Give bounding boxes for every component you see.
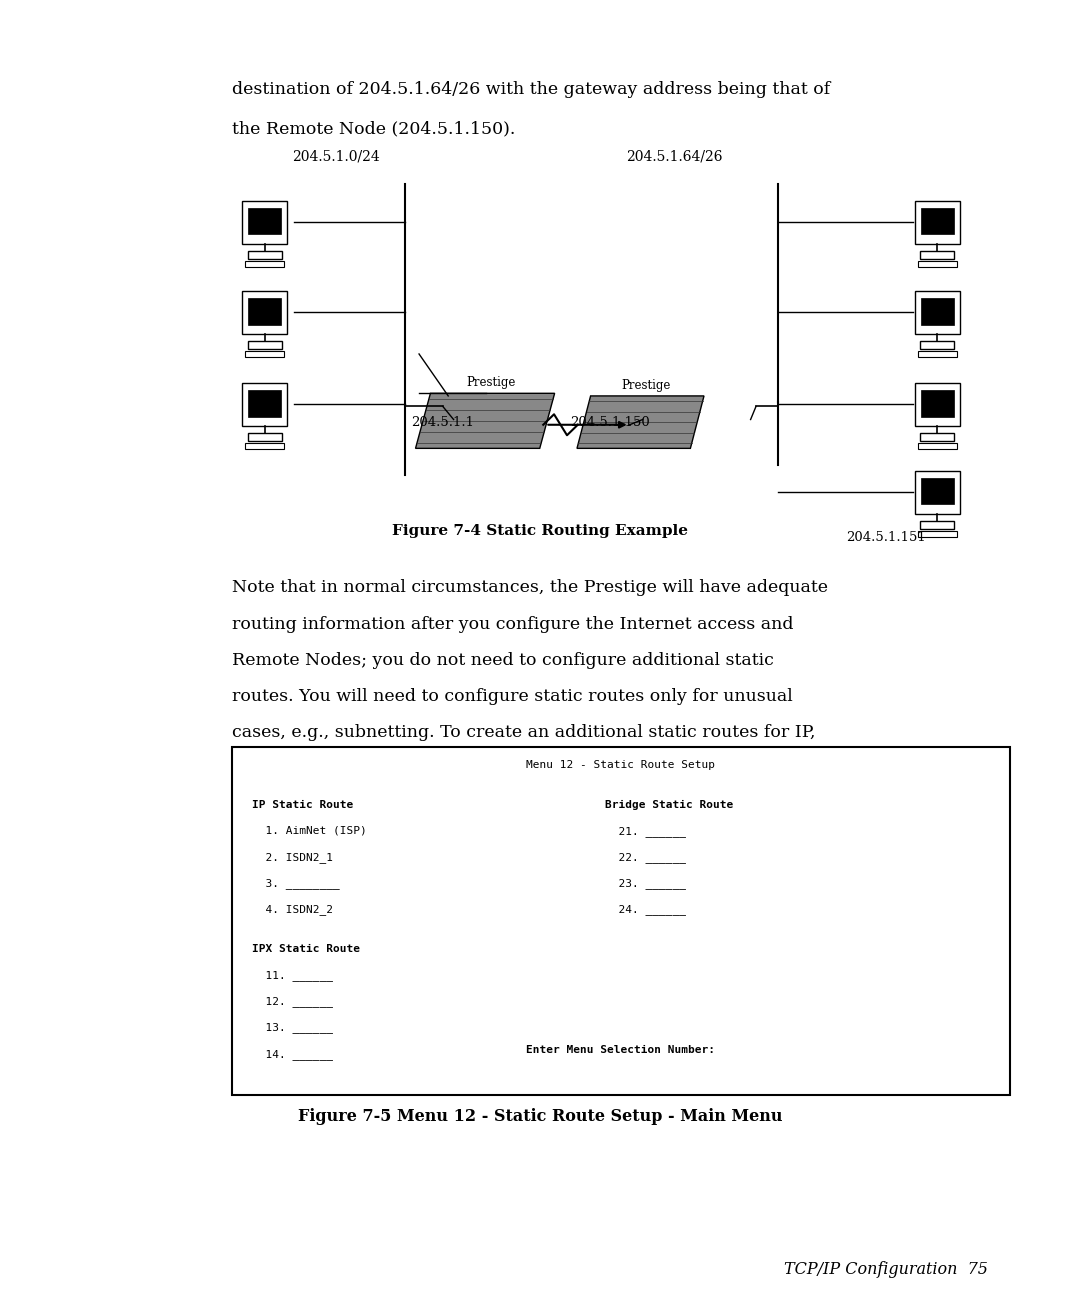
- Text: 4. ISDN2_2: 4. ISDN2_2: [252, 905, 333, 915]
- Bar: [247, 250, 282, 258]
- Text: Figure 7-5 Menu 12 - Static Route Setup - Main Menu: Figure 7-5 Menu 12 - Static Route Setup …: [298, 1108, 782, 1125]
- Bar: [242, 201, 287, 244]
- Bar: [248, 207, 281, 235]
- Text: routes. You will need to configure static routes only for unusual: routes. You will need to configure stati…: [232, 687, 793, 704]
- Bar: [918, 531, 957, 536]
- Text: Bridge Static Route: Bridge Static Route: [606, 800, 733, 810]
- Text: IP Static Route: IP Static Route: [252, 800, 353, 810]
- Text: Figure 7-4 Static Routing Example: Figure 7-4 Static Routing Example: [392, 524, 688, 539]
- Text: 204.5.1.1: 204.5.1.1: [411, 416, 474, 429]
- Text: 204.5.1.64/26: 204.5.1.64/26: [626, 149, 723, 164]
- Bar: [915, 471, 960, 514]
- Text: cases, e.g., subnetting. To create an additional static routes for IP,: cases, e.g., subnetting. To create an ad…: [232, 724, 815, 741]
- Bar: [921, 207, 954, 235]
- Text: 12. ______: 12. ______: [252, 996, 333, 1007]
- Text: 3. ________: 3. ________: [252, 878, 339, 889]
- Text: Menu 12 - Static Route Setup: Menu 12 - Static Route Setup: [527, 760, 715, 771]
- Bar: [915, 291, 960, 334]
- Text: 13. ______: 13. ______: [252, 1023, 333, 1033]
- Bar: [247, 341, 282, 349]
- Text: 204.5.1.151: 204.5.1.151: [846, 531, 926, 544]
- Bar: [247, 433, 282, 440]
- Bar: [915, 383, 960, 426]
- Text: IPX Static Route: IPX Static Route: [252, 944, 360, 954]
- Bar: [232, 747, 1010, 1095]
- Text: Prestige: Prestige: [621, 379, 671, 392]
- Bar: [242, 291, 287, 334]
- Text: Remote Nodes; you do not need to configure additional static: Remote Nodes; you do not need to configu…: [232, 652, 774, 669]
- Polygon shape: [577, 396, 704, 448]
- Text: 14. ______: 14. ______: [252, 1049, 333, 1059]
- Text: Note that in normal circumstances, the Prestige will have adequate: Note that in normal circumstances, the P…: [232, 579, 828, 597]
- Text: 11. ______: 11. ______: [252, 970, 333, 981]
- Bar: [920, 341, 955, 349]
- Text: 204.5.1.150: 204.5.1.150: [570, 416, 650, 429]
- Text: 23. ______: 23. ______: [606, 878, 687, 889]
- Bar: [915, 201, 960, 244]
- Text: TCP/IP Configuration  75: TCP/IP Configuration 75: [784, 1261, 988, 1278]
- Bar: [920, 520, 955, 528]
- Bar: [920, 250, 955, 258]
- Polygon shape: [416, 393, 555, 448]
- Text: destination of 204.5.1.64/26 with the gateway address being that of: destination of 204.5.1.64/26 with the ga…: [232, 81, 831, 98]
- Bar: [248, 298, 281, 325]
- Text: the Remote Node (204.5.1.150).: the Remote Node (204.5.1.150).: [232, 121, 515, 138]
- Bar: [921, 389, 954, 417]
- Text: 22. ______: 22. ______: [606, 852, 687, 863]
- Bar: [918, 443, 957, 448]
- Text: Prestige: Prestige: [467, 376, 516, 389]
- Text: Enter Menu Selection Number:: Enter Menu Selection Number:: [527, 1045, 715, 1055]
- Text: 24. ______: 24. ______: [606, 905, 687, 915]
- Bar: [248, 389, 281, 417]
- Bar: [242, 383, 287, 426]
- Bar: [921, 477, 954, 505]
- Text: 204.5.1.0/24: 204.5.1.0/24: [292, 149, 379, 164]
- Text: use Menu 12, Static Route Setup as shown below:: use Menu 12, Static Route Setup as shown…: [232, 759, 674, 776]
- Text: 21. ______: 21. ______: [606, 826, 687, 836]
- Bar: [245, 443, 284, 448]
- Bar: [921, 298, 954, 325]
- Bar: [918, 261, 957, 266]
- Text: routing information after you configure the Internet access and: routing information after you configure …: [232, 615, 794, 632]
- Bar: [918, 351, 957, 357]
- Bar: [245, 351, 284, 357]
- Text: 2. ISDN2_1: 2. ISDN2_1: [252, 852, 333, 863]
- Text: 1. AimNet (ISP): 1. AimNet (ISP): [252, 826, 366, 836]
- Bar: [245, 261, 284, 266]
- Bar: [920, 433, 955, 440]
